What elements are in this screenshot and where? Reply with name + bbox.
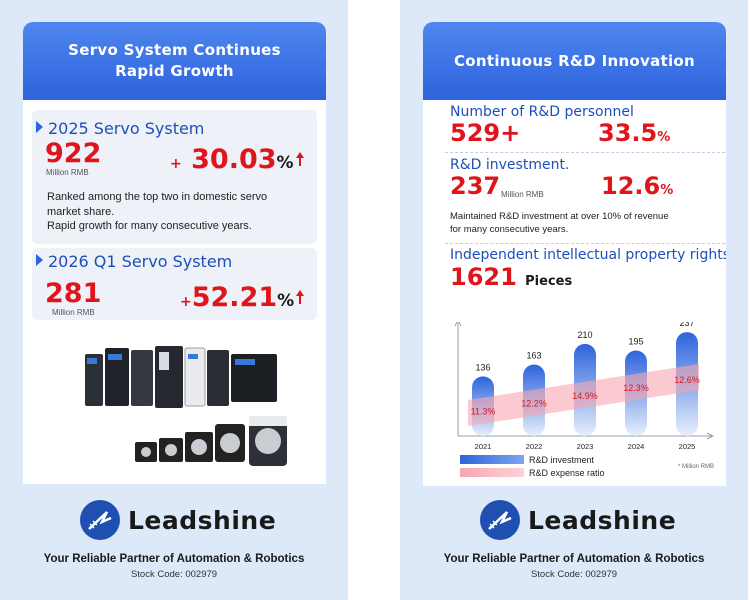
percent-sign: %: [660, 183, 674, 198]
ratio-label-2025: 12.6%: [674, 375, 700, 385]
bar-value-label-2023: 210: [577, 330, 592, 340]
x-tick-label-2022: 2022: [526, 442, 543, 451]
leadshine-logo-icon: [80, 500, 120, 540]
desc-line: Ranked among the top two in domestic ser…: [47, 191, 268, 203]
ratio-label-2024: 12.3%: [623, 383, 649, 393]
leadshine-logo: Leadshine: [480, 498, 680, 542]
rd-investment-label: R&D investment.: [450, 157, 570, 173]
percent-sign: %: [276, 153, 294, 173]
bar-value-label-2024: 195: [628, 337, 643, 347]
x-axis-arrow-icon: [706, 432, 715, 440]
servo-card: Servo System Continues Rapid Growth 2025…: [23, 22, 326, 484]
bar-value-label-2025: 237: [679, 322, 694, 328]
legend-swatch-ratio: [460, 468, 524, 477]
tagline: Your Reliable Partner of Automation & Ro…: [43, 553, 305, 565]
arrow-up-icon: [296, 290, 305, 304]
rd-investment-description: Maintained R&D investment at over 10% of…: [450, 210, 715, 236]
rd-chart: 136 2021 163 2022 210 2023 195 2024 237 2025 11.3%…: [454, 322, 715, 478]
servo-2026q1-title: 2026 Q1 Servo System: [36, 252, 232, 271]
growth-value: 52.21: [191, 282, 278, 313]
desc-line: market share.: [47, 205, 115, 218]
x-tick-label-2025: 2025: [679, 442, 696, 451]
y-axis-arrow-icon: [454, 322, 462, 327]
rd-header-title: Continuous R&D Innovation: [423, 22, 726, 100]
ratio-value: 12.6: [601, 172, 661, 200]
ratio-band: [468, 364, 699, 426]
ratio-label-2023: 14.9%: [572, 391, 598, 401]
legend-label-ratio: R&D expense ratio: [529, 468, 605, 478]
servo-2025-title: 2025 Servo System: [36, 119, 204, 138]
rd-investment-value: 237: [450, 172, 501, 200]
servo-2025-description: Ranked among the top two in domestic ser…: [47, 190, 312, 234]
desc-line: Rapid growth for many consecutive years.: [47, 220, 252, 232]
divider: [445, 152, 725, 153]
desc-line: for many consecutive years.: [450, 224, 569, 235]
servo-2026q1-unit: Million RMB: [52, 308, 95, 317]
plus-sign: +: [170, 156, 182, 172]
rd-ip-value: 1621 Pieces: [450, 263, 572, 291]
plus-sign: +: [180, 294, 192, 310]
triangle-bullet-icon: [36, 254, 43, 266]
ratio-label-2022: 12.2%: [521, 399, 547, 409]
servo-header-title: Servo System Continues Rapid Growth: [23, 22, 326, 100]
rd-personnel-label: Number of R&D personnel: [450, 104, 634, 120]
ip-value: 1621: [450, 263, 517, 291]
ratio-value: 33.5: [598, 119, 658, 147]
unit-note: * Million RMB: [678, 464, 715, 470]
servo-2025-unit: Million RMB: [46, 168, 89, 177]
arrow-up-icon: [295, 152, 304, 166]
right-panel: Continuous R&D Innovation Number of R&D …: [400, 0, 748, 600]
x-tick-label-2023: 2023: [577, 442, 594, 451]
stock-code: Stock Code: 002979: [130, 569, 218, 580]
ip-unit: Pieces: [525, 274, 573, 289]
x-tick-label-2021: 2021: [475, 442, 492, 451]
rd-card: Continuous R&D Innovation Number of R&D …: [423, 22, 726, 486]
legend-label-investment: R&D investment: [529, 455, 595, 465]
ratio-label-2021: 11.3%: [471, 407, 496, 417]
legend-swatch-investment: [460, 455, 524, 464]
servo-2026q1-title-text: 2026 Q1 Servo System: [48, 252, 233, 271]
tagline: Your Reliable Partner of Automation & Ro…: [443, 553, 705, 565]
bar-value-label-2022: 163: [526, 351, 541, 361]
servo-products-image: [85, 346, 287, 466]
percent-sign: %: [277, 291, 295, 311]
rd-personnel-ratio: 33.5%: [598, 119, 670, 147]
leadshine-logo-text: Leadshine: [128, 505, 277, 535]
rd-investment-unit: Million RMB: [501, 190, 544, 199]
servo-2026q1-growth: +52.21%: [180, 282, 305, 313]
servo-2025-value: 922: [45, 138, 102, 169]
servo-2026q1-box: 2026 Q1 Servo System 281 Million RMB +52…: [32, 248, 317, 320]
rd-ip-label: Independent intellectual property rights: [450, 247, 726, 263]
rd-investment-ratio: 12.6%: [601, 172, 673, 200]
left-panel: Servo System Continues Rapid Growth 2025…: [0, 0, 348, 600]
x-tick-label-2024: 2024: [628, 442, 645, 451]
desc-line: Maintained R&D investment at over 10% of…: [450, 211, 669, 222]
leadshine-logo-icon: [480, 500, 520, 540]
stock-code: Stock Code: 002979: [530, 569, 618, 580]
servo-2025-box: 2025 Servo System 922 Million RMB + 30.0…: [32, 110, 317, 244]
servo-2025-title-text: 2025 Servo System: [48, 119, 205, 138]
divider: [445, 243, 725, 244]
bar-value-label-2021: 136: [475, 362, 490, 372]
leadshine-logo: Leadshine: [80, 498, 280, 542]
percent-sign: %: [657, 130, 671, 145]
servo-2026q1-value: 281: [45, 278, 102, 309]
leadshine-logo-text: Leadshine: [528, 505, 677, 535]
triangle-bullet-icon: [36, 121, 43, 133]
servo-2025-growth: + 30.03%: [170, 144, 304, 175]
growth-value: 30.03: [191, 144, 277, 175]
rd-personnel-value: 529+: [450, 119, 521, 147]
